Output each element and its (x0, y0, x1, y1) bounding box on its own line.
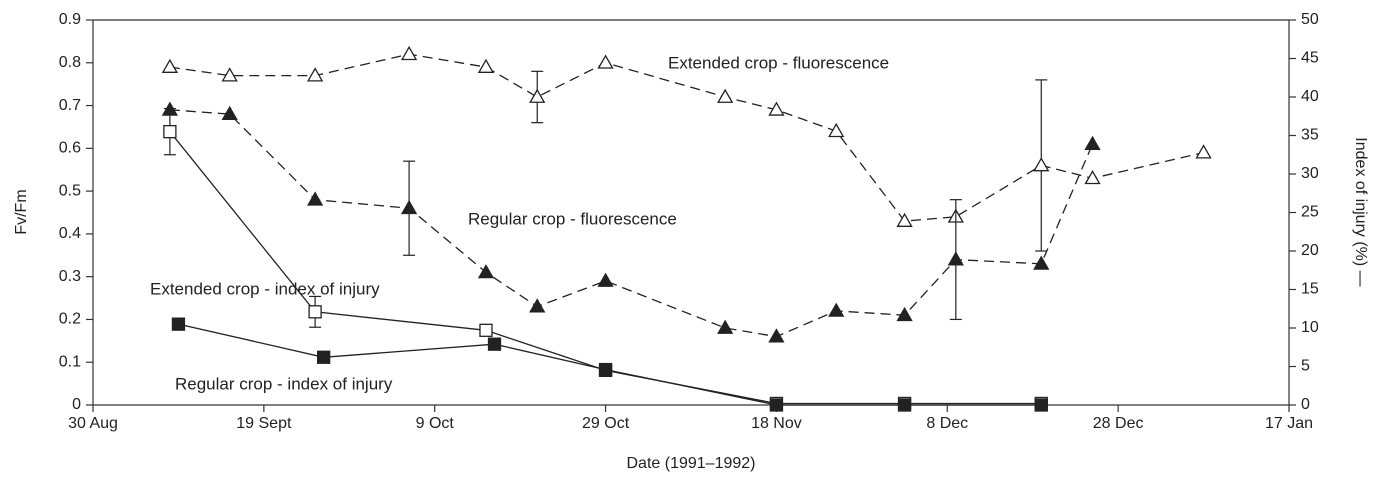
point (163, 125, 177, 139)
x-tick-label: 30 Aug (68, 415, 118, 432)
y2-tick-label: 50 (1301, 11, 1319, 28)
point (306, 67, 324, 82)
series-line (169, 109, 1094, 338)
y2-tick-label: 0 (1301, 396, 1310, 413)
series-label: Regular crop - fluorescence (468, 209, 677, 228)
y2-tick-label: 5 (1301, 358, 1310, 375)
y2-tick-label: 15 (1301, 281, 1319, 298)
point (487, 337, 502, 351)
series-label: Extended crop - fluorescence (668, 53, 889, 72)
y-tick-label: 0.4 (59, 225, 81, 242)
y-tick-label: 0.2 (59, 311, 81, 328)
x-tick-label: 28 Dec (1093, 415, 1144, 432)
point (1033, 255, 1050, 270)
point (479, 323, 493, 337)
y2-tick-label: 25 (1301, 204, 1319, 221)
point (317, 350, 331, 364)
point (221, 105, 238, 121)
point (221, 67, 238, 82)
y-axis-title: Fv/Fm (13, 189, 30, 234)
y-tick-label: 0.9 (59, 11, 81, 28)
point (1084, 169, 1101, 185)
point (598, 362, 613, 377)
point (828, 122, 845, 138)
y-tick-label: 0.7 (59, 97, 81, 114)
y2-tick-label: 45 (1301, 50, 1319, 67)
point (897, 398, 912, 412)
point (306, 191, 324, 206)
point (768, 101, 785, 116)
y2-tick-label: 40 (1301, 88, 1319, 105)
x-tick-label: 8 Dec (926, 415, 968, 432)
point (896, 212, 913, 227)
point (768, 328, 785, 343)
point (717, 88, 734, 103)
point (717, 319, 734, 334)
series-line (169, 53, 1204, 222)
series-line (169, 131, 1042, 405)
y-tick-label: 0.8 (59, 54, 81, 71)
y2-tick-label: 35 (1301, 127, 1319, 144)
y-tick-label: 0 (72, 396, 81, 413)
x-tick-label: 17 Jan (1265, 415, 1313, 432)
point (1034, 398, 1048, 412)
x-axis-title: Date (1991–1992) (627, 455, 756, 472)
y2-axis-title: Index of injury (%) — (1352, 137, 1369, 286)
point (400, 45, 418, 61)
point (896, 306, 913, 322)
x-tick-label: 9 Oct (416, 415, 455, 432)
y-tick-label: 0.3 (59, 268, 81, 285)
point (529, 88, 546, 103)
series-label: Regular crop - index of injury (175, 374, 393, 393)
point (597, 54, 614, 69)
y2-tick-label: 30 (1301, 165, 1319, 182)
point (1084, 135, 1101, 150)
point (529, 298, 546, 313)
y-tick-label: 0.1 (59, 353, 81, 370)
x-tick-label: 29 Oct (582, 415, 630, 432)
point (1033, 157, 1050, 172)
y-tick-label: 0.6 (59, 140, 81, 157)
series-label: Extended crop - index of injury (150, 279, 380, 298)
point (400, 199, 418, 215)
point (308, 305, 322, 319)
point (597, 272, 614, 287)
y-tick-label: 0.5 (59, 182, 81, 199)
point (477, 58, 495, 73)
point (769, 398, 784, 412)
point (477, 264, 495, 279)
y2-tick-label: 10 (1301, 319, 1319, 336)
x-tick-label: 19 Sept (236, 415, 292, 432)
point (171, 317, 186, 331)
point (161, 58, 179, 73)
point (828, 302, 845, 317)
y2-tick-label: 20 (1301, 242, 1319, 259)
point (1195, 144, 1212, 159)
x-tick-label: 18 Nov (751, 415, 802, 432)
point (947, 251, 964, 266)
